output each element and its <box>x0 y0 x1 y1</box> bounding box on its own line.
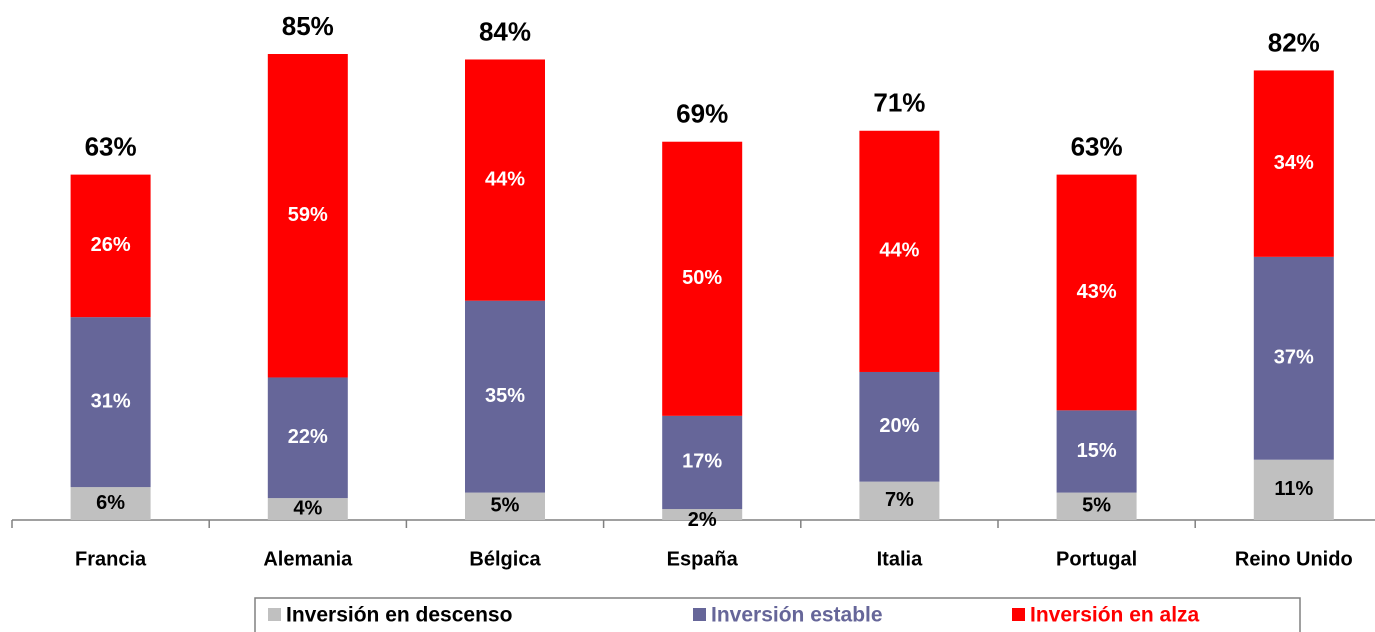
total-label: 85% <box>282 11 334 41</box>
total-label: 82% <box>1268 27 1320 57</box>
bar-segment <box>1253 70 1334 257</box>
value-label: 7% <box>885 489 914 511</box>
bar-segment <box>465 59 545 301</box>
legend-swatch <box>1012 608 1025 621</box>
x-tick-label: Francia <box>75 548 147 570</box>
legend-box <box>254 597 1301 632</box>
total-label: 63% <box>1071 131 1123 161</box>
bar-segment <box>859 130 940 372</box>
value-label: 44% <box>485 168 525 190</box>
x-tick-label: Alemania <box>263 548 353 570</box>
value-label: 37% <box>1274 347 1314 369</box>
value-label: 43% <box>1077 281 1117 303</box>
legend-label: Inversión en alza <box>1030 604 1200 627</box>
value-label: 31% <box>91 390 131 412</box>
total-label: 71% <box>873 88 925 118</box>
x-tick-label: Bélgica <box>469 548 541 570</box>
value-label: 50% <box>682 267 722 289</box>
x-tick-label: Italia <box>877 548 923 570</box>
bar-segment <box>267 377 348 499</box>
bar-segment <box>1056 492 1137 520</box>
bar-segment <box>465 492 545 520</box>
total-label: 84% <box>479 16 531 46</box>
bar-segment <box>662 509 743 520</box>
bar-segment <box>1056 174 1137 411</box>
legend-swatch <box>693 608 706 621</box>
value-label: 5% <box>1082 495 1111 517</box>
bar-segment <box>267 54 348 378</box>
bar-segment <box>465 300 545 493</box>
value-label: 17% <box>682 451 722 473</box>
value-label: 22% <box>288 426 328 448</box>
value-label: 44% <box>879 240 919 262</box>
legend-label: Inversión estable <box>711 604 883 627</box>
legend-label: Inversión en descenso <box>286 604 512 627</box>
value-label: 6% <box>96 492 125 514</box>
value-label: 20% <box>879 415 919 437</box>
x-tick-label: España <box>667 548 739 570</box>
value-label: 15% <box>1077 440 1117 462</box>
legend-swatch <box>268 608 281 621</box>
value-label: 59% <box>288 204 328 226</box>
value-label: 5% <box>491 495 520 517</box>
total-label: 63% <box>85 131 137 161</box>
bar-segment <box>662 141 743 416</box>
bar-segment <box>859 481 940 520</box>
value-label: 35% <box>485 385 525 407</box>
value-label: 26% <box>91 234 131 256</box>
value-label: 11% <box>1274 478 1313 500</box>
bar-segment <box>70 317 151 488</box>
bar-segment <box>662 415 743 510</box>
bar-segment <box>1253 256 1334 460</box>
bar-segment <box>1253 459 1334 520</box>
bar-segment <box>70 174 151 318</box>
x-tick-label: Reino Unido <box>1235 548 1353 570</box>
bar-segment <box>859 371 940 482</box>
total-label: 69% <box>676 99 728 129</box>
value-label: 2% <box>688 509 717 531</box>
value-label: 34% <box>1274 152 1314 174</box>
bar-segment <box>1056 410 1137 493</box>
bar-segment <box>70 487 151 520</box>
value-label: 4% <box>293 497 322 519</box>
bar-segment <box>267 498 348 520</box>
x-tick-label: Portugal <box>1056 548 1137 570</box>
